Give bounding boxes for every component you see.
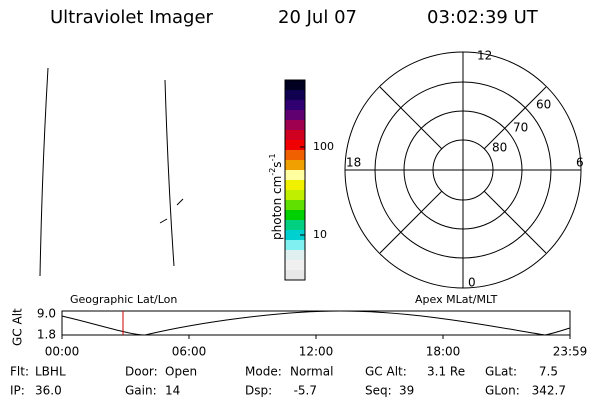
orbit-xtick: 12:00 <box>299 345 334 359</box>
info-label: Flt: <box>10 365 29 379</box>
color-band <box>285 270 305 280</box>
info-value: 7.5 <box>539 365 558 379</box>
color-band <box>285 150 305 160</box>
info-value: Normal <box>290 365 333 379</box>
color-band <box>285 230 305 240</box>
lat-label: 70 <box>513 121 528 135</box>
info-label: Mode: <box>245 365 282 379</box>
info-label: GLon: <box>485 384 520 398</box>
color-band <box>285 190 305 200</box>
info-label: GC Alt: <box>365 365 407 379</box>
orbit-axis-label: GC Alt <box>11 308 25 346</box>
label-part: photon cm <box>270 176 284 240</box>
info-value: 39 <box>399 384 414 398</box>
color-band <box>285 90 305 100</box>
colorbar <box>285 80 305 280</box>
info-value: LBHL <box>35 365 66 379</box>
orbit-ytick: 9.0 <box>37 307 56 321</box>
color-band <box>285 180 305 190</box>
info-panel: Flt: LBHL Door: Open Mode: Normal GC Alt: 3.1 R… <box>10 365 566 398</box>
orbit-xtick: 00:00 <box>45 345 80 359</box>
time: 03:02:39 UT <box>427 7 539 28</box>
colorbar-label: photon cm-2s-1 <box>268 153 284 240</box>
label-sup: -2 <box>268 168 277 176</box>
lat-label: 80 <box>492 141 507 155</box>
info-label: Seq: <box>365 384 392 398</box>
color-band <box>285 160 305 170</box>
colorbar-tick: 100 <box>313 140 334 153</box>
info-label: IP: <box>10 384 25 398</box>
tick <box>159 218 168 224</box>
orbit-xtick: 18:00 <box>426 345 461 359</box>
hour-label: 12 <box>477 49 492 63</box>
color-band <box>285 200 305 210</box>
label-sup: -1 <box>268 153 277 161</box>
info-label: GLat: <box>485 365 517 379</box>
orbit-title: Geographic Lat/Lon <box>70 293 177 306</box>
orbit-ytick: 1.8 <box>37 328 56 342</box>
color-band <box>285 220 305 230</box>
info-value: Open <box>165 365 197 379</box>
color-band <box>285 170 305 180</box>
info-value: 3.1 Re <box>427 365 465 379</box>
color-band <box>285 110 305 120</box>
color-band <box>285 140 305 150</box>
hour-label: 18 <box>346 156 361 170</box>
info-value: 342.7 <box>532 384 566 398</box>
info-label: Dsp: <box>245 384 272 398</box>
color-band <box>285 250 305 260</box>
color-band <box>285 80 305 90</box>
lat-label: 60 <box>536 98 551 112</box>
image-panel <box>39 67 184 277</box>
orbit-title: Apex MLat/MLT <box>415 293 498 306</box>
colorbar-frame <box>284 79 306 281</box>
info-label: Gain: <box>125 384 157 398</box>
color-band <box>285 240 305 250</box>
hour-label: 6 <box>576 156 584 170</box>
orbit-frame <box>61 310 571 336</box>
color-band <box>285 130 305 140</box>
polar-grid <box>344 51 582 289</box>
orbit-curve <box>61 310 571 336</box>
color-band <box>285 260 305 270</box>
orbit-xticks: 00:00 06:00 12:00 18:00 23:59 <box>45 335 588 359</box>
hour-label: 0 <box>468 276 476 290</box>
date: 20 Jul 07 <box>278 7 357 28</box>
info-value: 36.0 <box>35 384 62 398</box>
orbit-xtick: 23:59 <box>553 345 588 359</box>
info-value: 14 <box>165 384 180 398</box>
color-band <box>285 120 305 130</box>
color-band <box>285 210 305 220</box>
title: Ultraviolet Imager <box>50 7 214 28</box>
orbit-xtick: 06:00 <box>172 345 207 359</box>
contour <box>164 79 175 267</box>
info-label: Door: <box>125 365 158 379</box>
contour <box>39 67 49 277</box>
tick <box>176 198 184 206</box>
label-part: s <box>270 161 284 167</box>
colorbar-tick: 10 <box>313 228 327 241</box>
color-band <box>285 100 305 110</box>
info-value: -5.7 <box>294 384 317 398</box>
